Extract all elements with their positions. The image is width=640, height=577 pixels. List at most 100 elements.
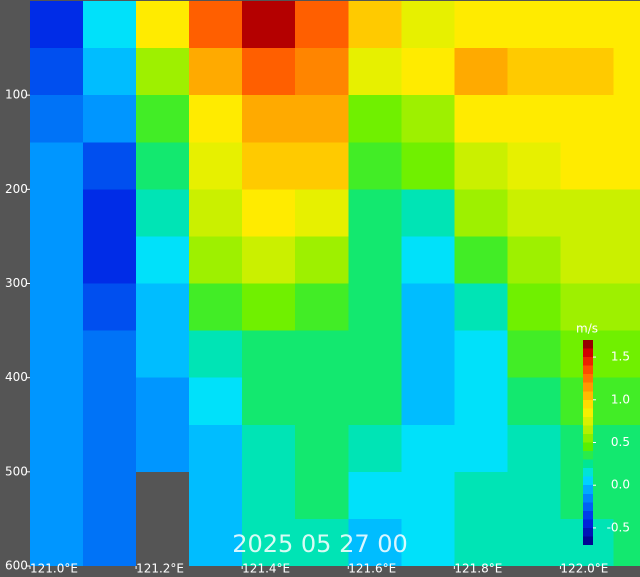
cell: [295, 189, 349, 237]
cell: [83, 330, 137, 379]
cell: [507, 1, 561, 49]
cell: [30, 142, 84, 190]
cell: [454, 1, 508, 49]
colorbar-tick-label: 0.5: [611, 435, 630, 449]
cell: [295, 424, 349, 473]
colorbar-label: m/s: [576, 322, 598, 336]
cell: [348, 1, 402, 49]
cell: [454, 95, 508, 143]
x-tick-label: 121.4°E: [242, 562, 290, 576]
cell: [30, 95, 84, 143]
cell: [401, 377, 455, 426]
cell: [348, 189, 402, 237]
cell: [507, 471, 561, 520]
colorbar-band: [583, 519, 593, 528]
cell: [136, 236, 190, 284]
cell: [613, 283, 640, 332]
cell: [30, 424, 84, 473]
cell: [348, 471, 402, 520]
cell: [242, 377, 296, 426]
colorbar-band: [583, 348, 593, 358]
cell: [30, 518, 84, 566]
colorbar-tick-label: 0.0: [611, 478, 630, 492]
cell: [242, 48, 296, 96]
cell: [560, 283, 614, 332]
cell: [30, 471, 84, 520]
cell: [295, 236, 349, 284]
colorbar-band: [583, 485, 593, 494]
colorbar-band: [583, 374, 593, 383]
cell: [83, 377, 137, 426]
cell: [507, 283, 561, 332]
cell: [189, 95, 243, 143]
cell: [295, 330, 349, 379]
colorbar-band: [583, 536, 593, 545]
x-tick-label: 121.8°E: [454, 562, 502, 576]
cell: [560, 95, 614, 143]
cell: [83, 518, 137, 566]
cell: [242, 424, 296, 473]
colorbar-tick-label: 1.5: [611, 350, 630, 364]
cell: [295, 95, 349, 143]
cell: [242, 189, 296, 237]
cell: [348, 142, 402, 190]
cell: [454, 142, 508, 190]
cell: [613, 330, 640, 379]
cell: [348, 95, 402, 143]
colorbar-band: [583, 416, 593, 426]
cell: [136, 142, 190, 190]
cell: [242, 142, 296, 190]
cell: [401, 236, 455, 284]
cell: [189, 518, 243, 566]
cell: [613, 48, 640, 96]
colorbar-tick-label: 1.0: [611, 392, 630, 406]
cell: [454, 189, 508, 237]
cell: [30, 189, 84, 237]
cell: [613, 518, 640, 566]
cell: [189, 283, 243, 332]
cell: [136, 189, 190, 237]
y-tick-label: 400: [5, 370, 28, 384]
colorbar-band: [583, 365, 593, 375]
colorbar-band: [583, 459, 593, 469]
cell: [83, 471, 137, 520]
cell: [136, 1, 190, 49]
colorbar-band: [583, 340, 593, 349]
cell: [189, 424, 243, 473]
cell: [401, 518, 455, 566]
cell: [136, 330, 190, 379]
cell: [242, 471, 296, 520]
cell: [136, 283, 190, 332]
cell: [83, 48, 137, 96]
colorbar-tick-label: -0.5: [607, 520, 630, 534]
cell: [613, 377, 640, 426]
cell: [83, 424, 137, 473]
cell: [560, 189, 614, 237]
cell: [613, 95, 640, 143]
cell: [83, 283, 137, 332]
cell: [30, 48, 84, 96]
cell: [189, 1, 243, 49]
cell: [507, 189, 561, 237]
cell: [295, 48, 349, 96]
cell: [348, 424, 402, 473]
colorbar-band: [583, 357, 593, 366]
cell: [30, 236, 84, 284]
cell: [30, 330, 84, 379]
cell: [30, 377, 84, 426]
cell: [348, 283, 402, 332]
cell: [348, 48, 402, 96]
cell: [401, 330, 455, 379]
field: [30, 1, 640, 566]
cell: [507, 424, 561, 473]
cell: [613, 189, 640, 237]
cell: [242, 236, 296, 284]
cell: [136, 48, 190, 96]
colorbar-band: [583, 527, 593, 537]
cell: [295, 518, 349, 566]
cell: [189, 189, 243, 237]
cell: [401, 189, 455, 237]
cell: [136, 377, 190, 426]
colorbar-band: [583, 408, 593, 417]
